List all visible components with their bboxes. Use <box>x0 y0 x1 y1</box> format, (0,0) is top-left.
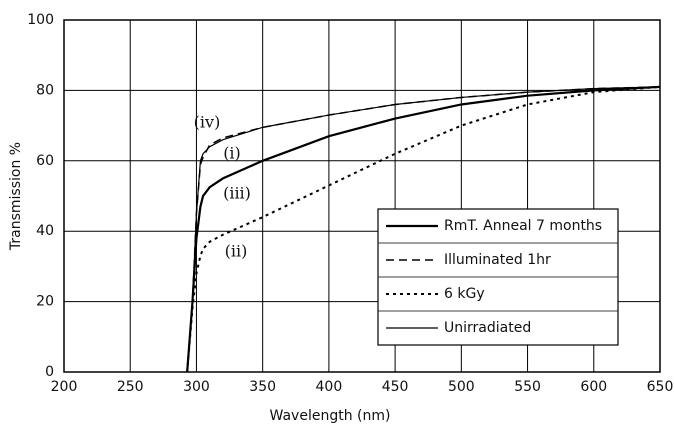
series-line <box>186 86 661 373</box>
x-tick-label: 650 <box>647 379 674 395</box>
x-tick-label: 350 <box>249 379 276 395</box>
y-tick-label: 100 <box>27 12 54 28</box>
legend-label: 6 kGy <box>444 286 485 302</box>
y-axis-title: Transmission % <box>8 142 24 251</box>
y-tick-label: 80 <box>36 82 54 98</box>
x-tick-label: 450 <box>382 379 409 395</box>
x-tick-label: 250 <box>117 379 144 395</box>
x-tick-label: 200 <box>51 379 78 395</box>
x-tick-label: 550 <box>514 379 541 395</box>
legend-label: Unirradiated <box>444 320 531 336</box>
y-tick-label: 40 <box>36 223 54 239</box>
y-tick-label: 20 <box>36 294 54 310</box>
annotation: (iii) <box>223 184 251 203</box>
series-line <box>186 86 661 373</box>
y-tick-label: 60 <box>36 153 54 169</box>
x-axis-title: Wavelength (nm) <box>270 408 391 424</box>
legend-label: RmT. Anneal 7 months <box>444 218 602 234</box>
annotation: (iv) <box>194 113 221 132</box>
annotation: (i) <box>223 144 241 163</box>
series-line <box>186 85 661 373</box>
annotation: (ii) <box>225 242 248 261</box>
x-tick-label: 400 <box>316 379 343 395</box>
series-line <box>186 85 661 373</box>
legend-label: Illuminated 1hr <box>444 252 551 268</box>
x-tick-label: 600 <box>580 379 607 395</box>
x-tick-label: 500 <box>448 379 475 395</box>
x-tick-label: 300 <box>183 379 210 395</box>
y-tick-label: 0 <box>45 364 54 380</box>
